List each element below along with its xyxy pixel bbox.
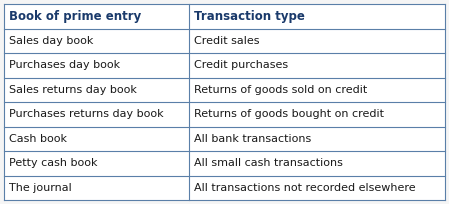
Text: Purchases returns day book: Purchases returns day book bbox=[9, 109, 163, 119]
Text: Sales day book: Sales day book bbox=[9, 36, 93, 46]
Text: Returns of goods bought on credit: Returns of goods bought on credit bbox=[194, 109, 384, 119]
Text: All small cash transactions: All small cash transactions bbox=[194, 158, 343, 168]
Text: All transactions not recorded elsewhere: All transactions not recorded elsewhere bbox=[194, 183, 416, 193]
Text: All bank transactions: All bank transactions bbox=[194, 134, 311, 144]
Bar bbox=[4, 29, 445, 53]
Text: Transaction type: Transaction type bbox=[194, 10, 305, 23]
Text: Book of prime entry: Book of prime entry bbox=[9, 10, 141, 23]
Text: Credit sales: Credit sales bbox=[194, 36, 260, 46]
Bar bbox=[4, 4, 445, 29]
Bar bbox=[4, 53, 445, 78]
Text: Cash book: Cash book bbox=[9, 134, 67, 144]
Bar bbox=[4, 102, 445, 126]
Bar bbox=[4, 151, 445, 175]
Bar bbox=[4, 78, 445, 102]
Text: Returns of goods sold on credit: Returns of goods sold on credit bbox=[194, 85, 367, 95]
Text: Credit purchases: Credit purchases bbox=[194, 60, 288, 70]
Text: Sales returns day book: Sales returns day book bbox=[9, 85, 137, 95]
Text: Purchases day book: Purchases day book bbox=[9, 60, 120, 70]
Text: The journal: The journal bbox=[9, 183, 72, 193]
Bar bbox=[4, 175, 445, 200]
Text: Petty cash book: Petty cash book bbox=[9, 158, 97, 168]
Bar bbox=[4, 126, 445, 151]
